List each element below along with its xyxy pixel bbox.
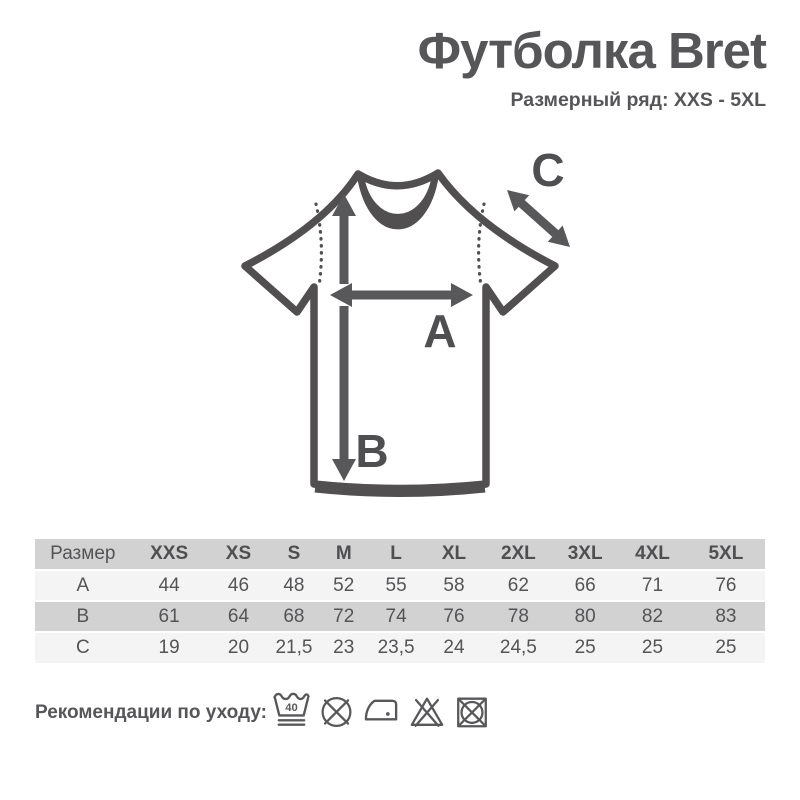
size-column-header: 2XL [500, 543, 536, 564]
wash-40-gentle-icon: 40 [273, 692, 310, 726]
size-value-cell: 21,5 [269, 631, 319, 663]
measurement-row-label: A [35, 569, 131, 601]
left-seam-dotted-line [314, 202, 323, 288]
size-value-cell: 23 [318, 631, 369, 663]
table-row-b: B 61 64 68 72 74 76 78 80 82 83 [35, 600, 765, 632]
size-column-header: XXS [150, 543, 189, 564]
size-value-cell: 44 [130, 569, 208, 601]
do-not-tumble-dry-icon [457, 697, 487, 728]
arrow-c-sleeve [507, 190, 570, 247]
label-b: B [355, 425, 388, 477]
size-value-cell: 80 [552, 600, 619, 632]
hem-line [314, 485, 486, 497]
size-value-cell: 19 [130, 631, 208, 663]
tshirt-diagram-icon: A B C [241, 144, 570, 497]
size-table: Размер XXS XS S M L XL 2XL 3XL 4XL 5XL A… [35, 539, 765, 663]
size-value-cell: 66 [552, 569, 619, 601]
size-value-cell: 74 [368, 600, 424, 632]
do-not-bleach-icon [410, 697, 444, 727]
header: Футболка Bret Размерный ряд: XXS - 5XL [417, 22, 767, 112]
size-value-cell: 24,5 [484, 631, 553, 663]
label-c: C [531, 144, 564, 196]
size-value-cell: 46 [207, 569, 270, 601]
arrow-a-width [330, 283, 473, 307]
size-value-cell: 58 [423, 569, 485, 601]
size-value-cell: 48 [269, 569, 319, 601]
size-value-cell: 61 [130, 600, 208, 632]
size-value-cell: 71 [618, 569, 687, 601]
page-title: Футболка Bret [417, 22, 767, 79]
size-value-cell: 82 [618, 600, 687, 632]
table-header-row: Размер XXS XS S M L XL 2XL 3XL 4XL 5XL [35, 539, 765, 570]
size-column-header: S [287, 543, 301, 564]
care-recommendations: Рекомендации по уходу: 40 [35, 686, 765, 738]
iron-one-dot-icon [364, 699, 398, 721]
measurement-row-label: C [35, 631, 131, 663]
arrow-b-length [332, 194, 356, 481]
size-column-header: XS [225, 543, 252, 564]
size-column-header: M [335, 543, 352, 564]
wash-temp-label: 40 [285, 702, 297, 714]
size-column-header: 4XL [635, 543, 670, 564]
size-column-header: Размер [50, 543, 116, 564]
size-value-cell: 25 [618, 631, 687, 663]
tshirt-measurement-diagram: A B C [230, 140, 590, 520]
size-value-cell: 76 [686, 569, 765, 601]
right-seam-dotted-line [477, 202, 486, 288]
size-value-cell: 78 [484, 600, 553, 632]
size-column-header: 5XL [708, 543, 744, 564]
size-column-header: XL [441, 543, 467, 564]
do-not-dry-clean-icon [321, 697, 352, 727]
table-row-a: A 44 46 48 52 55 58 62 66 71 76 [35, 569, 765, 601]
care-label: Рекомендации по уходу: [35, 702, 267, 723]
size-value-cell: 55 [368, 569, 424, 601]
label-a: A [423, 305, 456, 357]
care-icons-row: 40 [272, 686, 491, 738]
measurement-row-label: B [35, 600, 131, 632]
size-value-cell: 64 [207, 600, 270, 632]
size-column-header: L [390, 543, 402, 564]
size-value-cell: 72 [318, 600, 369, 632]
size-value-cell: 23,5 [368, 631, 424, 663]
size-value-cell: 83 [686, 600, 765, 632]
size-value-cell: 25 [552, 631, 619, 663]
collar-band [357, 174, 439, 230]
size-value-cell: 68 [269, 600, 319, 632]
size-value-cell: 52 [318, 569, 369, 601]
size-value-cell: 25 [686, 631, 765, 663]
size-range-subtitle: Размерный ряд: XXS - 5XL [510, 88, 767, 111]
table-row-c: C 19 20 21,5 23 23,5 24 24,5 25 25 25 [35, 631, 765, 663]
size-value-cell: 24 [423, 631, 485, 663]
size-value-cell: 20 [207, 631, 270, 663]
size-value-cell: 76 [423, 600, 485, 632]
size-column-header: 3XL [567, 543, 603, 564]
size-value-cell: 62 [484, 569, 553, 601]
